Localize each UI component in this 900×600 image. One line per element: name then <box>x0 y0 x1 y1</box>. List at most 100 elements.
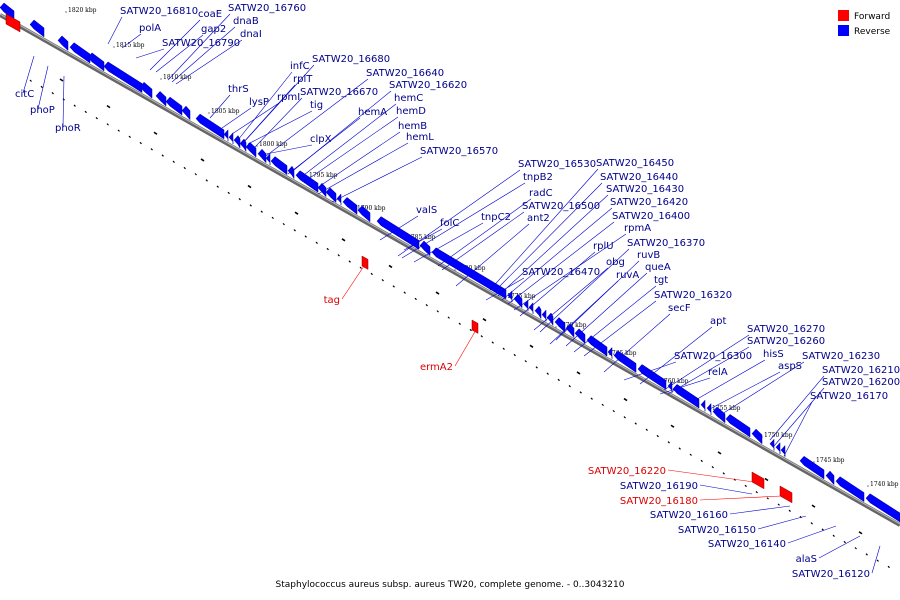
label-connector <box>783 401 813 457</box>
gene-label-satw20-16420[interactable]: SATW20_16420 <box>610 197 688 208</box>
gene-arrow-reverse <box>835 476 865 503</box>
minor-feature-mark <box>722 472 725 475</box>
gene-label-hemb[interactable]: hemB <box>398 121 427 132</box>
gene-label-tag[interactable]: tag <box>324 295 340 306</box>
gene-label-satw20-16320[interactable]: SATW20_16320 <box>654 290 732 301</box>
gene-label-heml[interactable]: hemL <box>406 132 434 143</box>
gene-label-satw20-16530[interactable]: SATW20_16530 <box>518 159 596 170</box>
gene-label-tnpb2[interactable]: tnpB2 <box>523 172 553 183</box>
gene-arrow-reverse <box>357 205 371 223</box>
gene-arrow-reverse <box>775 442 781 454</box>
gene-label-rela[interactable]: relA <box>708 367 728 378</box>
gene-label-erma2[interactable]: ermA2 <box>420 362 453 373</box>
gene-label-vals[interactable]: valS <box>416 205 437 216</box>
gene-label-alas[interactable]: alaS <box>796 554 817 565</box>
gene-label-ant2[interactable]: ant2 <box>527 213 550 224</box>
gene-label-satw20-16500[interactable]: SATW20_16500 <box>522 201 600 212</box>
gene-label-satw20-16400[interactable]: SATW20_16400 <box>612 211 690 222</box>
gene-label-rplt[interactable]: rplT <box>293 74 313 85</box>
tick-label: 1820 kbp <box>68 7 97 14</box>
gene-label-ruvb[interactable]: ruvB <box>637 250 660 261</box>
gene-label-asps[interactable]: aspS <box>778 361 802 372</box>
gene-label-satw20-16790[interactable]: SATW20_16790 <box>162 38 240 49</box>
gene-label-satw20-16190[interactable]: SATW20_16190 <box>620 481 698 492</box>
minor-feature-mark <box>326 247 329 251</box>
gene-label-infc[interactable]: infC <box>290 61 310 72</box>
gene-label-radc[interactable]: radC <box>529 188 553 199</box>
gene-label-satw20-16670[interactable]: SATW20_16670 <box>300 87 378 98</box>
gene-label-satw20-16200[interactable]: SATW20_16200 <box>822 377 900 388</box>
gene-label-satw20-16170[interactable]: SATW20_16170 <box>810 391 888 402</box>
gene-label-phor[interactable]: phoR <box>55 123 81 134</box>
gene-label-obg[interactable]: obg <box>606 257 625 268</box>
label-connector <box>237 71 293 141</box>
gene-label-quea[interactable]: queA <box>645 262 671 273</box>
gene-label-dnai[interactable]: dnaI <box>240 29 262 40</box>
gene-label-secf[interactable]: secF <box>668 303 691 314</box>
gene-label-satw20-16140[interactable]: SATW20_16140 <box>708 539 786 550</box>
minor-feature-mark <box>811 504 816 508</box>
label-connector <box>691 359 766 403</box>
tick-label: 1790 kbp <box>357 205 386 212</box>
legend-forward-label: Forward <box>854 12 890 22</box>
gene-label-hema[interactable]: hemA <box>358 107 387 118</box>
minor-feature-mark <box>435 291 440 295</box>
gene-label-hiss[interactable]: hisS <box>763 349 784 360</box>
gene-label-satw20-16220[interactable]: SATW20_16220 <box>588 466 666 477</box>
gene-label-pola[interactable]: polA <box>139 23 161 34</box>
gene-label-hemc[interactable]: hemC <box>394 93 423 104</box>
label-connector <box>171 26 236 83</box>
gene-label-phop[interactable]: phoP <box>30 105 55 116</box>
gene-label-satw20-16640[interactable]: SATW20_16640 <box>366 68 444 79</box>
gene-arrow-reverse <box>336 193 342 206</box>
gene-label-rpma[interactable]: rpmA <box>624 223 651 234</box>
gene-label-satw20-16570[interactable]: SATW20_16570 <box>420 146 498 157</box>
gene-label-satw20-16260[interactable]: SATW20_16260 <box>747 336 825 347</box>
gene-arrow-reverse <box>155 91 167 107</box>
gene-label-satw20-16810[interactable]: SATW20_16810 <box>120 6 198 17</box>
gene-label-ruva[interactable]: ruvA <box>616 270 639 281</box>
gene-label-satw20-16180[interactable]: SATW20_16180 <box>620 496 698 507</box>
gene-label-dnab[interactable]: dnaB <box>233 16 259 27</box>
gene-label-satw20-16160[interactable]: SATW20_16160 <box>650 510 728 521</box>
minor-feature-mark <box>425 303 428 307</box>
gene-label-satw20-16210[interactable]: SATW20_16210 <box>822 365 900 376</box>
minor-feature-mark <box>755 490 758 494</box>
gene-label-satw20-16270[interactable]: SATW20_16270 <box>747 324 825 335</box>
gene-label-clpx[interactable]: clpX <box>310 134 332 145</box>
minor-feature-mark <box>717 451 722 455</box>
gene-label-tgt[interactable]: tgt <box>654 275 668 286</box>
label-connector <box>639 326 713 385</box>
gene-label-satw20-16430[interactable]: SATW20_16430 <box>606 184 684 195</box>
gene-label-satw20-16120[interactable]: SATW20_16120 <box>792 569 870 580</box>
minor-feature-mark <box>546 372 549 375</box>
label-connector <box>303 116 399 183</box>
gene-label-satw20-16470[interactable]: SATW20_16470 <box>522 267 600 278</box>
gene-label-satw20-16450[interactable]: SATW20_16450 <box>596 158 674 169</box>
gene-label-apt[interactable]: apt <box>710 316 726 327</box>
gene-label-satw20-16680[interactable]: SATW20_16680 <box>312 54 390 65</box>
gene-label-satw20-16370[interactable]: SATW20_16370 <box>627 238 705 249</box>
gene-label-satw20-16300[interactable]: SATW20_16300 <box>674 351 752 362</box>
gene-label-gap2[interactable]: gap2 <box>201 24 226 35</box>
gene-label-rpmi[interactable]: rpmI <box>277 92 300 103</box>
gene-label-satw20-16230[interactable]: SATW20_16230 <box>802 351 880 362</box>
gene-label-rplu[interactable]: rplU <box>593 241 614 252</box>
minor-feature-mark <box>601 403 604 407</box>
gene-label-tnpc2[interactable]: tnpC2 <box>481 212 511 223</box>
gene-label-tig[interactable]: tig <box>310 100 323 111</box>
gene-label-satw20-16440[interactable]: SATW20_16440 <box>600 172 678 183</box>
minor-feature-mark <box>227 191 230 195</box>
gene-label-thrs[interactable]: thrS <box>228 84 249 95</box>
gene-label-coae[interactable]: coaE <box>198 9 222 20</box>
gene-label-hemd[interactable]: hemD <box>396 106 426 117</box>
figure-caption: Staphylococcus aureus subsp. aureus TW20… <box>276 580 625 590</box>
gene-arrow-reverse <box>376 216 420 250</box>
gene-label-lysp[interactable]: lysP <box>249 97 269 108</box>
gene-arrow-reverse <box>325 187 337 203</box>
gene-label-citc[interactable]: citC <box>15 89 34 100</box>
gene-label-satw20-16620[interactable]: SATW20_16620 <box>389 80 467 91</box>
gene-label-satw20-16760[interactable]: SATW20_16760 <box>228 3 306 14</box>
gene-label-satw20-16150[interactable]: SATW20_16150 <box>678 525 756 536</box>
gene-label-folc[interactable]: folC <box>440 218 459 229</box>
